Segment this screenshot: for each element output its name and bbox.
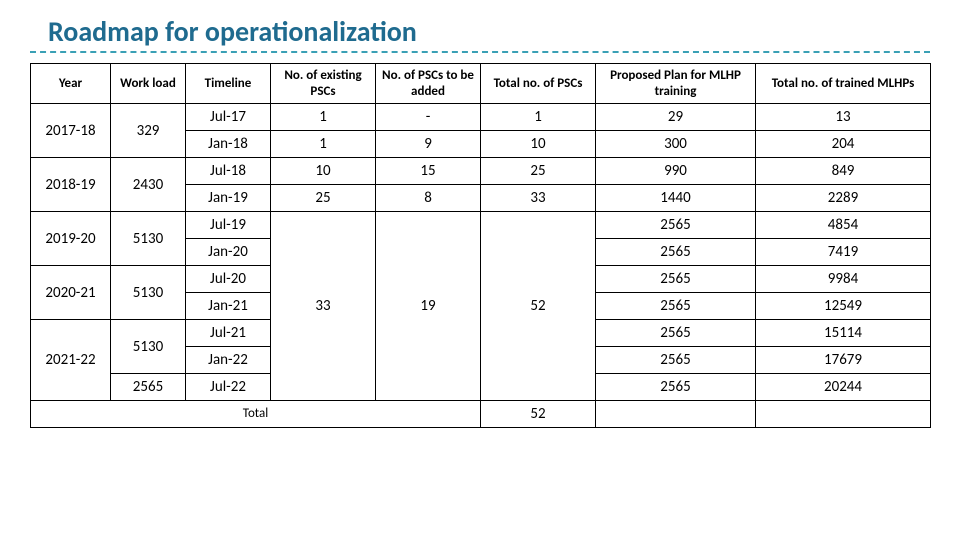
total-label: Total [31, 401, 481, 428]
cell-plan: 2565 [596, 266, 756, 293]
cell-trained: 7419 [756, 239, 931, 266]
cell-total: 25 [481, 158, 596, 185]
cell-time: Jul-17 [186, 104, 271, 131]
cell-time: Jul-22 [186, 374, 271, 401]
cell-plan: 2565 [596, 212, 756, 239]
cell-total: 1 [481, 104, 596, 131]
col-trained: Total no. of trained MLHPs [756, 64, 931, 104]
cell-trained: 17679 [756, 347, 931, 374]
cell-added: 9 [376, 131, 481, 158]
cell-work: 5130 [111, 266, 186, 320]
title-divider [30, 51, 930, 53]
cell-exist: 1 [271, 131, 376, 158]
cell-total: 33 [481, 185, 596, 212]
cell-added: - [376, 104, 481, 131]
col-timeline: Timeline [186, 64, 271, 104]
cell-time: Jan-22 [186, 347, 271, 374]
cell-time: Jan-20 [186, 239, 271, 266]
cell-exist: 10 [271, 158, 376, 185]
cell-trained: 12549 [756, 293, 931, 320]
col-plan: Proposed Plan for MLHP training [596, 64, 756, 104]
cell-trained: 20244 [756, 374, 931, 401]
cell-year: 2019-20 [31, 212, 111, 266]
cell-time: Jul-20 [186, 266, 271, 293]
cell-exist: 33 [271, 212, 376, 401]
cell-total: 10 [481, 131, 596, 158]
table-row: 2017-18 329 Jul-17 1 - 1 29 13 [31, 104, 931, 131]
cell-time: Jan-18 [186, 131, 271, 158]
cell-time: Jul-21 [186, 320, 271, 347]
cell-exist: 1 [271, 104, 376, 131]
col-total: Total no. of PSCs [481, 64, 596, 104]
cell-trained: 2289 [756, 185, 931, 212]
cell-added: 8 [376, 185, 481, 212]
col-workload: Work load [111, 64, 186, 104]
cell-plan: 1440 [596, 185, 756, 212]
total-pscs: 52 [481, 401, 596, 428]
cell-added: 15 [376, 158, 481, 185]
cell-year: 2020-21 [31, 266, 111, 320]
table-row: 2018-19 2430 Jul-18 10 15 25 990 849 [31, 158, 931, 185]
cell-work: 5130 [111, 320, 186, 374]
cell-trained: 15114 [756, 320, 931, 347]
cell-trained: 849 [756, 158, 931, 185]
cell-plan: 2565 [596, 320, 756, 347]
roadmap-table: Year Work load Timeline No. of existing … [30, 63, 931, 428]
cell-year: 2017-18 [31, 104, 111, 158]
cell-plan: 990 [596, 158, 756, 185]
table-row: 2019-20 5130 Jul-19 33 19 52 2565 4854 [31, 212, 931, 239]
cell-year: 2021-22 [31, 320, 111, 401]
table-total-row: Total 52 [31, 401, 931, 428]
cell-work: 329 [111, 104, 186, 158]
cell-time: Jan-19 [186, 185, 271, 212]
cell-time: Jan-21 [186, 293, 271, 320]
cell-added: 19 [376, 212, 481, 401]
cell-time: Jul-18 [186, 158, 271, 185]
cell-plan: 300 [596, 131, 756, 158]
cell-plan: 2565 [596, 239, 756, 266]
cell-work: 5130 [111, 212, 186, 266]
cell-plan: 2565 [596, 293, 756, 320]
cell-total: 52 [481, 212, 596, 401]
cell-exist: 25 [271, 185, 376, 212]
col-existing: No. of existing PSCs [271, 64, 376, 104]
cell-year: 2018-19 [31, 158, 111, 212]
cell-trained: 4854 [756, 212, 931, 239]
col-added: No. of PSCs to be added [376, 64, 481, 104]
cell-work: 2430 [111, 158, 186, 212]
col-year: Year [31, 64, 111, 104]
total-trained [756, 401, 931, 428]
cell-trained: 9984 [756, 266, 931, 293]
cell-plan: 29 [596, 104, 756, 131]
total-plan [596, 401, 756, 428]
cell-trained: 13 [756, 104, 931, 131]
cell-work: 2565 [111, 374, 186, 401]
cell-plan: 2565 [596, 374, 756, 401]
slide-title: Roadmap for operationalization [48, 14, 930, 49]
table-header-row: Year Work load Timeline No. of existing … [31, 64, 931, 104]
cell-plan: 2565 [596, 347, 756, 374]
cell-time: Jul-19 [186, 212, 271, 239]
cell-trained: 204 [756, 131, 931, 158]
